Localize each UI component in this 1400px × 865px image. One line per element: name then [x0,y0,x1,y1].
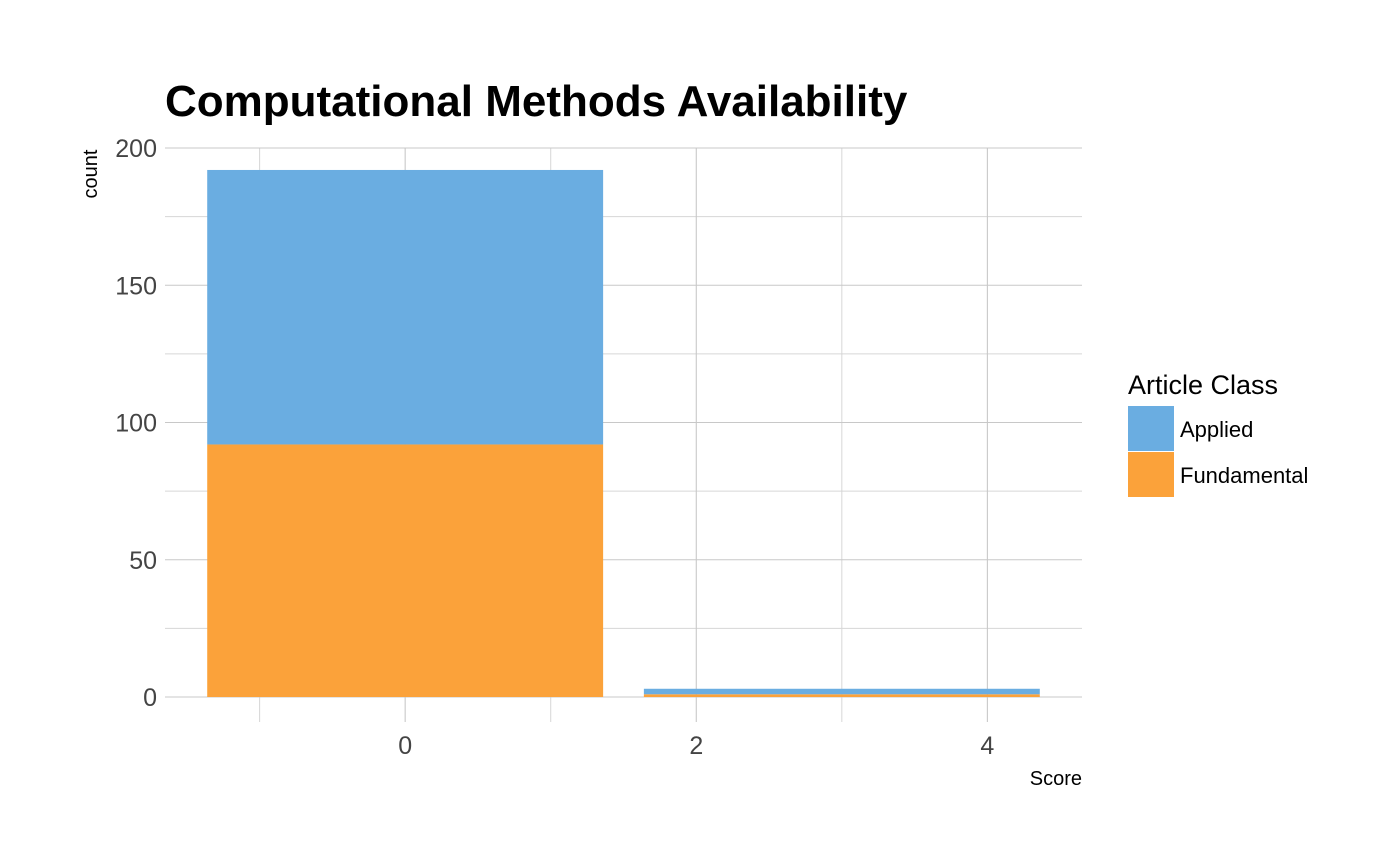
chart-title: Computational Methods Availability [165,77,908,126]
y-tick-label: 0 [143,684,157,712]
bar-fundamental-3 [643,694,1040,697]
y-axis-ticks: 0 50 100 150 200 [115,135,157,712]
y-tick-label: 200 [115,135,157,163]
x-tick-label: 0 [398,732,412,760]
x-tick-label: 4 [980,732,994,760]
legend-key-fundamental [1128,452,1174,497]
bar-fundamental-0 [207,444,604,697]
y-tick-label: 50 [129,547,157,575]
legend: Article Class Applied Fundamental [1128,370,1308,497]
y-tick-label: 150 [115,272,157,300]
legend-key-applied [1128,406,1174,451]
x-tick-label: 2 [689,732,703,760]
legend-title: Article Class [1128,370,1278,400]
legend-label-applied: Applied [1180,417,1253,442]
bars [207,169,1040,697]
bar-applied-0 [207,169,604,445]
x-axis-ticks: 0 2 4 [398,732,994,760]
y-tick-label: 100 [115,410,157,438]
bar-applied-3 [643,688,1040,695]
x-axis-title: Score [1030,768,1082,790]
y-axis-title: count [80,149,102,198]
legend-label-fundamental: Fundamental [1180,463,1308,488]
